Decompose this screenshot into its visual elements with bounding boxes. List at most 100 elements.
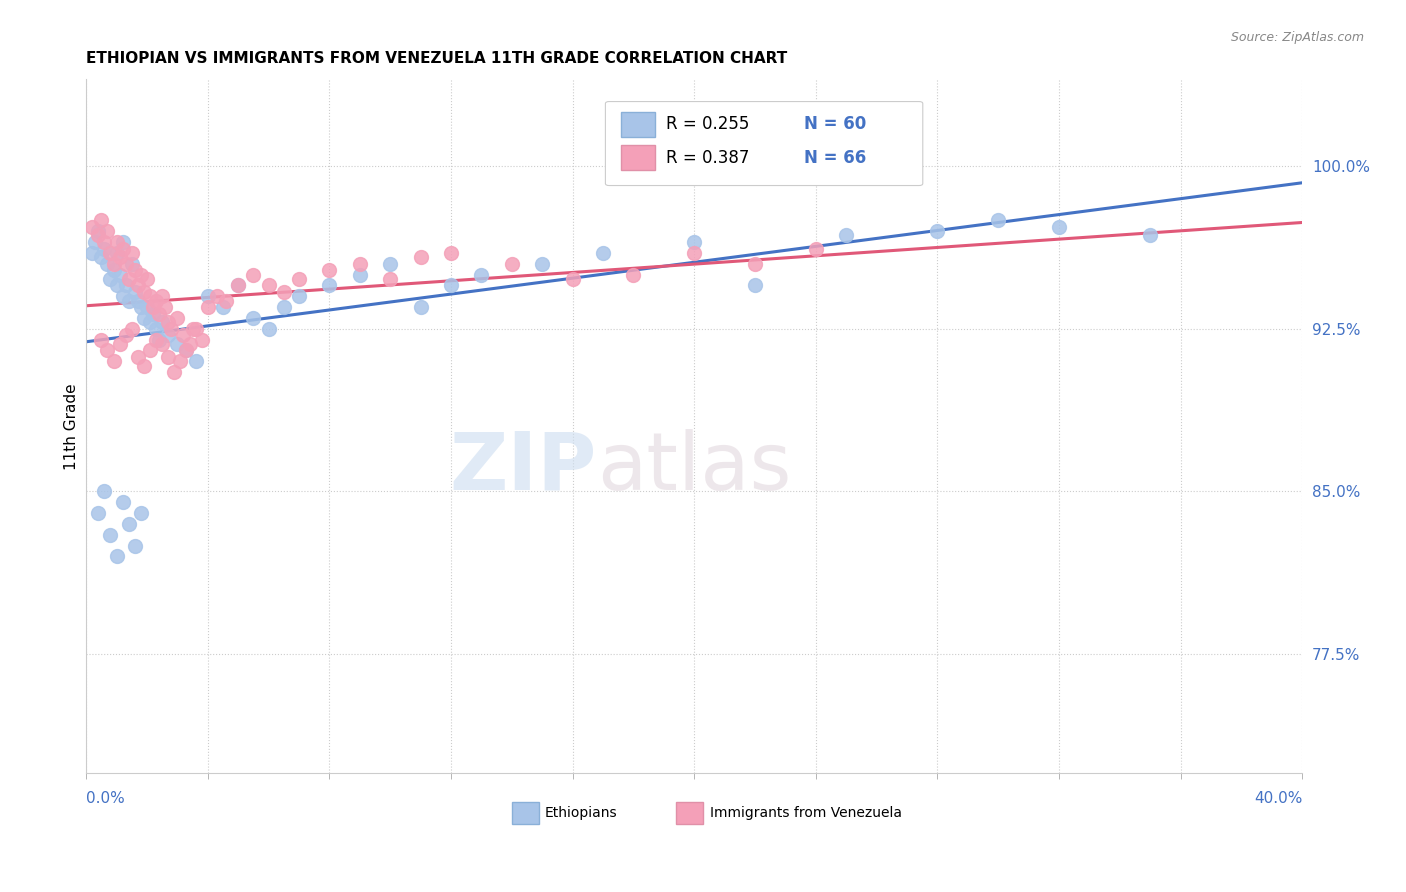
Point bbox=[100, 528, 122, 542]
Point bbox=[176, 343, 198, 358]
Point bbox=[136, 272, 159, 286]
Point bbox=[129, 506, 152, 520]
Point bbox=[142, 300, 165, 314]
Point bbox=[160, 322, 183, 336]
Point bbox=[409, 300, 432, 314]
Point bbox=[163, 365, 186, 379]
Text: R = 0.387: R = 0.387 bbox=[666, 149, 749, 167]
Bar bbox=[621, 145, 655, 170]
Point bbox=[121, 322, 143, 336]
Text: N = 66: N = 66 bbox=[804, 149, 866, 167]
Point bbox=[166, 310, 188, 325]
Point bbox=[139, 315, 162, 329]
Point bbox=[197, 289, 219, 303]
Bar bbox=[676, 802, 703, 824]
Point bbox=[744, 257, 766, 271]
Point bbox=[378, 272, 401, 286]
Point bbox=[148, 333, 170, 347]
Point bbox=[242, 268, 264, 282]
Point bbox=[150, 337, 173, 351]
Point bbox=[927, 224, 949, 238]
Point bbox=[169, 354, 191, 368]
Point bbox=[139, 289, 162, 303]
Point bbox=[129, 300, 152, 314]
Text: 40.0%: 40.0% bbox=[1254, 790, 1302, 805]
Point bbox=[153, 300, 176, 314]
Point bbox=[108, 337, 131, 351]
Point bbox=[184, 354, 207, 368]
Point bbox=[96, 343, 118, 358]
Point bbox=[190, 333, 212, 347]
Point bbox=[215, 293, 238, 308]
Point bbox=[127, 278, 149, 293]
Point bbox=[987, 213, 1010, 227]
Point bbox=[87, 228, 110, 243]
Text: R = 0.255: R = 0.255 bbox=[666, 115, 749, 134]
Text: ETHIOPIAN VS IMMIGRANTS FROM VENEZUELA 11TH GRADE CORRELATION CHART: ETHIOPIAN VS IMMIGRANTS FROM VENEZUELA 1… bbox=[86, 51, 787, 66]
Point bbox=[145, 322, 167, 336]
Point bbox=[288, 289, 311, 303]
Point bbox=[226, 278, 249, 293]
Point bbox=[176, 343, 198, 358]
Point bbox=[288, 272, 311, 286]
Point bbox=[114, 328, 136, 343]
Point bbox=[105, 278, 128, 293]
Point bbox=[93, 484, 115, 499]
Point bbox=[273, 300, 295, 314]
Point bbox=[105, 549, 128, 564]
Point bbox=[257, 278, 280, 293]
Point bbox=[683, 245, 706, 260]
Point bbox=[136, 300, 159, 314]
Point bbox=[124, 539, 146, 553]
FancyBboxPatch shape bbox=[606, 102, 922, 186]
Point bbox=[150, 315, 173, 329]
Point bbox=[197, 300, 219, 314]
Point bbox=[212, 300, 235, 314]
Text: N = 60: N = 60 bbox=[804, 115, 866, 134]
Point bbox=[804, 242, 827, 256]
Point bbox=[96, 224, 118, 238]
Point bbox=[592, 245, 614, 260]
Point bbox=[142, 307, 165, 321]
Point bbox=[93, 242, 115, 256]
Point bbox=[111, 289, 134, 303]
Point bbox=[90, 213, 112, 227]
Point bbox=[184, 322, 207, 336]
Point bbox=[111, 242, 134, 256]
Point bbox=[242, 310, 264, 325]
Point bbox=[103, 257, 125, 271]
Point bbox=[179, 337, 201, 351]
Point bbox=[318, 263, 340, 277]
Point bbox=[257, 322, 280, 336]
Point bbox=[349, 257, 371, 271]
Point bbox=[90, 250, 112, 264]
Point bbox=[111, 495, 134, 509]
Point bbox=[166, 337, 188, 351]
Point bbox=[100, 272, 122, 286]
Point bbox=[440, 278, 463, 293]
Text: ZIP: ZIP bbox=[450, 429, 598, 507]
Point bbox=[121, 257, 143, 271]
Point bbox=[103, 263, 125, 277]
Point bbox=[82, 219, 104, 234]
Point bbox=[118, 272, 141, 286]
Bar bbox=[512, 802, 538, 824]
Point bbox=[1139, 228, 1161, 243]
Point bbox=[157, 350, 180, 364]
Text: Source: ZipAtlas.com: Source: ZipAtlas.com bbox=[1230, 31, 1364, 45]
Point bbox=[409, 250, 432, 264]
Point bbox=[124, 285, 146, 299]
Point bbox=[1047, 219, 1070, 234]
Point bbox=[127, 293, 149, 308]
Bar bbox=[621, 112, 655, 137]
Point bbox=[84, 235, 107, 249]
Point bbox=[129, 268, 152, 282]
Point bbox=[621, 268, 644, 282]
Point bbox=[440, 245, 463, 260]
Point bbox=[93, 235, 115, 249]
Point bbox=[124, 263, 146, 277]
Point bbox=[118, 293, 141, 308]
Point bbox=[132, 285, 155, 299]
Point bbox=[273, 285, 295, 299]
Point bbox=[118, 516, 141, 531]
